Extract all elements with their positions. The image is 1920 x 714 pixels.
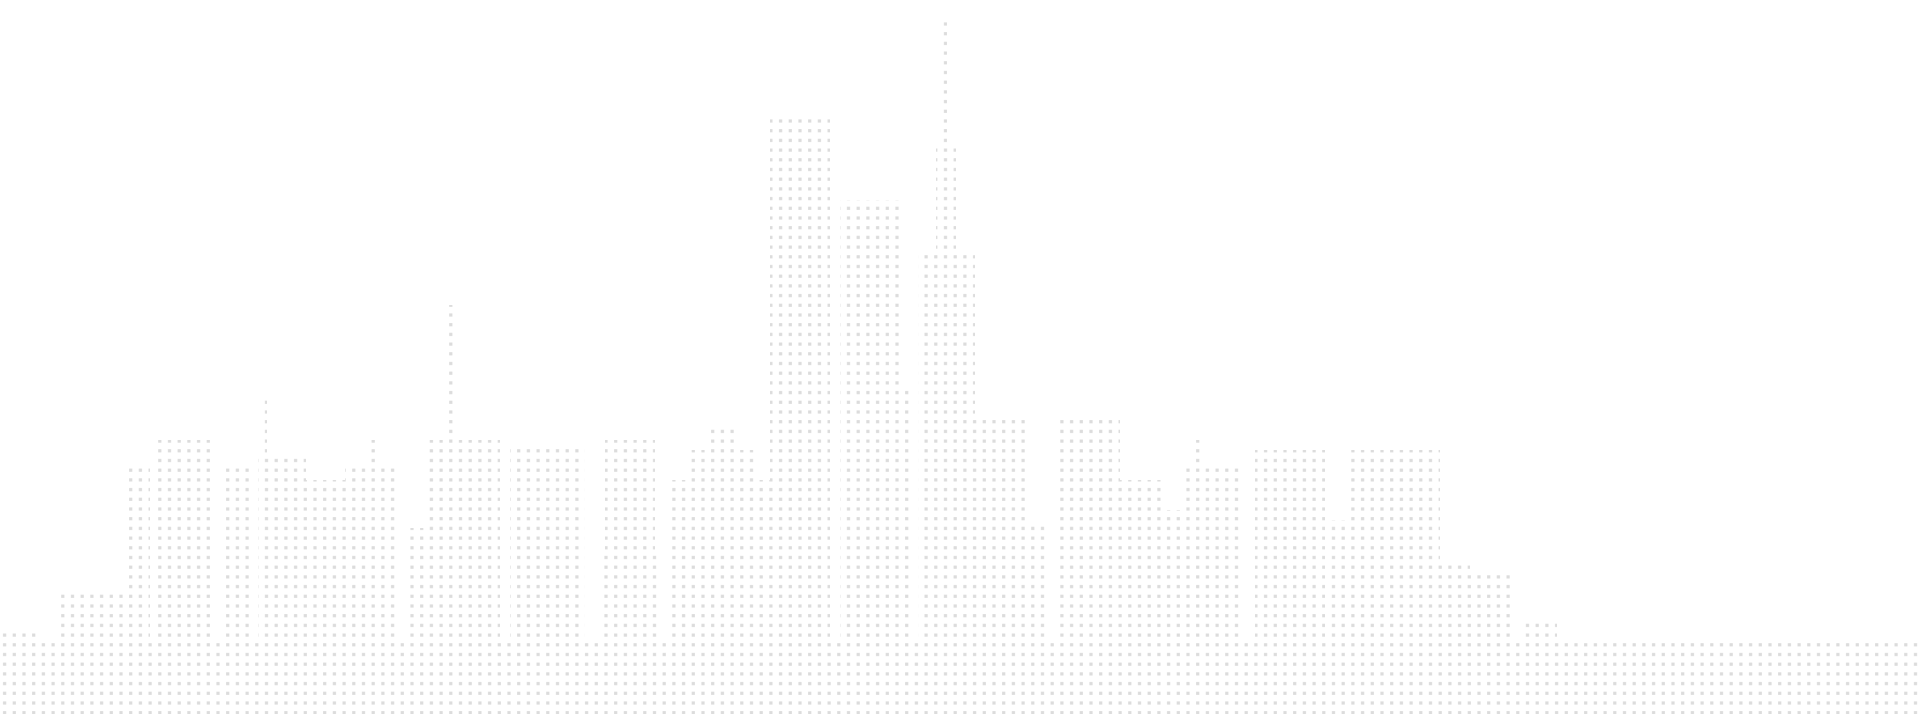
dotted-skyline	[0, 20, 1920, 714]
skyline-graphic	[0, 20, 1920, 714]
skyline-dots	[0, 20, 1920, 714]
